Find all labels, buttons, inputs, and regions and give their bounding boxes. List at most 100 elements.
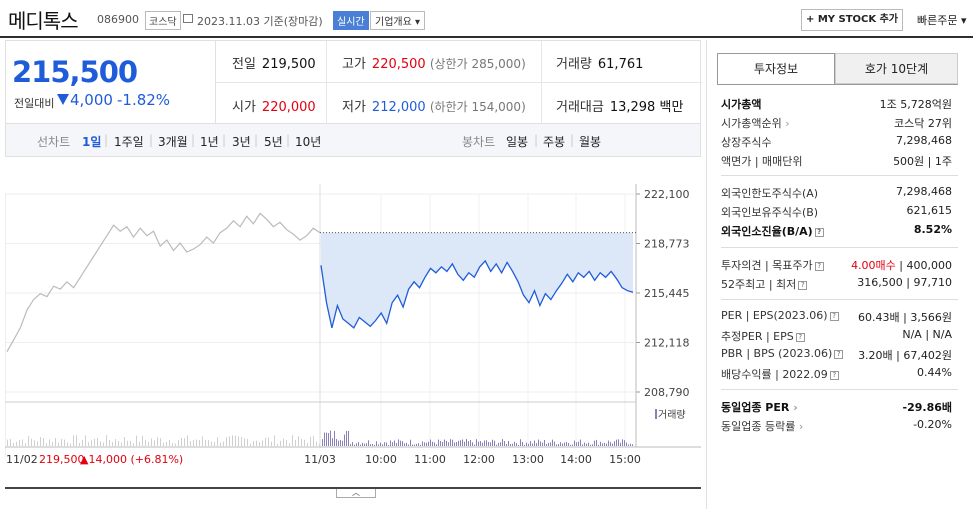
prev-volume-bar — [199, 440, 200, 446]
today-volume-bar — [340, 440, 341, 446]
prev-volume-bar — [34, 440, 35, 446]
today-volume-bar — [474, 444, 475, 446]
today-volume-bar — [444, 439, 445, 446]
today-volume-bar — [352, 442, 353, 446]
today-volume-bar — [330, 430, 331, 446]
tab-daily[interactable]: 일봉 — [506, 135, 529, 149]
prev-volume-bar — [286, 440, 287, 446]
today-volume-bar — [470, 440, 471, 446]
prev-volume-bar — [211, 441, 212, 446]
prev-volume-bar — [253, 441, 254, 446]
prev-volume-bar — [61, 438, 62, 446]
par-row: 액면가 | 매매단위 500원 | 1주 — [721, 155, 952, 168]
tab-1d[interactable]: 1일 — [82, 135, 102, 149]
today-price-line — [320, 259, 634, 329]
today-volume-bar — [428, 441, 429, 446]
prev-volume-bar — [157, 437, 158, 446]
prev-volume-bar — [127, 440, 128, 446]
tab-1w[interactable]: 1주일 — [114, 135, 144, 149]
prev-volume-bar — [304, 439, 305, 446]
today-volume-bar — [448, 442, 449, 446]
today-volume-bar — [500, 442, 501, 446]
prev-volume-bar — [82, 440, 83, 446]
prev-volume-bar — [175, 443, 176, 446]
today-volume-bar — [576, 442, 577, 446]
today-volume-bar — [450, 439, 451, 446]
today-volume-bar — [390, 440, 391, 446]
tab-weekly[interactable]: 주봉 — [543, 135, 566, 149]
today-volume-bar — [620, 442, 621, 446]
prev-volume-bar — [190, 441, 191, 446]
chevron-down-icon: ▾ — [960, 14, 967, 27]
tab-monthly[interactable]: 월봉 — [579, 135, 602, 149]
prev-volume-bar — [25, 443, 26, 446]
prev-volume-bar — [172, 443, 173, 446]
prev-volume-bar — [145, 439, 146, 446]
realtime-button[interactable]: 실시간 — [333, 11, 369, 30]
x-tick-label: 12:00 — [463, 453, 495, 466]
chevron-right-icon: › — [793, 401, 798, 414]
prev-day-price-line — [6, 212, 321, 352]
prev-volume-bar — [208, 440, 209, 446]
today-volume-bar — [378, 444, 379, 446]
prev-volume-bar — [271, 441, 272, 446]
prev-volume-bar — [49, 439, 50, 446]
per-row: PER | EPS(2023.06)? 60.43배 | 3,566원 — [721, 309, 952, 324]
today-volume-bar — [440, 441, 441, 446]
prev-volume-bar — [139, 441, 140, 446]
today-volume-bar — [540, 441, 541, 446]
industry-per-row[interactable]: 동일업종 PER › -29.86배 — [721, 401, 952, 414]
today-volume-bar — [408, 444, 409, 446]
prev-volume-bar — [58, 442, 59, 446]
company-info-dropdown[interactable]: 기업개요 ▾ — [370, 11, 426, 30]
candle-chart-label: 봉차트 — [462, 135, 496, 149]
today-volume-bar — [438, 439, 439, 446]
today-volume-bar — [456, 442, 457, 446]
industry-change-row[interactable]: 동일업종 등락률 › -0.20% — [721, 418, 952, 433]
tab-5y[interactable]: 5년 — [264, 135, 283, 149]
foreign-hold-row: 외국인보유주식수(B) 621,615 — [721, 204, 952, 219]
opinion-row: 투자의견 | 목표주가? 4.00매수 | 400,000 — [721, 259, 952, 272]
quick-order-button[interactable]: 빠른주문 ▾ — [917, 14, 967, 27]
today-volume-bar — [388, 444, 389, 446]
prev-volume-bar — [319, 443, 320, 446]
today-volume-bar — [496, 444, 497, 446]
prev-volume-bar — [100, 441, 101, 446]
today-volume-bar — [504, 441, 505, 446]
prev-volume-bar — [169, 439, 170, 446]
add-mystock-button[interactable]: + MY STOCK 추가 — [801, 9, 903, 31]
today-volume-bar — [354, 444, 355, 446]
tab-1y[interactable]: 1년 — [200, 135, 219, 149]
prev-volume-bar — [97, 437, 98, 446]
today-volume-bar — [546, 443, 547, 446]
prev-volume-bar — [16, 441, 17, 446]
today-volume-bar — [374, 444, 375, 446]
prev-volume-bar — [166, 441, 167, 446]
tab-10y[interactable]: 10년 — [295, 135, 322, 149]
tab-order-book[interactable]: 호가 10단계 — [835, 53, 958, 84]
prev-volume-bar — [118, 441, 119, 446]
collapse-chart-button[interactable]: ︿ — [336, 489, 376, 498]
today-volume-bar — [398, 439, 399, 446]
intraday-price-chart[interactable]: 222,100 218,773 215,445 212,118 208,790 거래량 11… — [5, 157, 701, 487]
prev-volume-bar — [292, 435, 293, 446]
today-volume-bar — [458, 440, 459, 446]
prev-volume-bar — [283, 438, 284, 446]
tab-3m[interactable]: 3개월 — [158, 135, 188, 149]
help-icon: ? — [829, 371, 839, 380]
today-volume-bar — [436, 444, 437, 446]
tab-3y[interactable]: 3년 — [232, 135, 251, 149]
today-volume-bar — [362, 442, 363, 446]
est-per-row: 추정PER | EPS? N/A | N/A — [721, 328, 952, 343]
today-volume-bar — [420, 444, 421, 446]
prev-volume-bar — [10, 438, 11, 446]
prev-volume-bar — [250, 443, 251, 446]
today-volume-bar — [602, 443, 603, 446]
today-volume-bar — [574, 440, 575, 446]
today-volume-bar — [544, 440, 545, 446]
today-volume-bar — [632, 444, 633, 446]
tab-investment-info[interactable]: 투자정보 — [717, 53, 835, 84]
today-volume-bar — [622, 439, 623, 446]
help-icon: ? — [795, 333, 805, 342]
prev-day-label: 11/02 — [6, 453, 38, 466]
